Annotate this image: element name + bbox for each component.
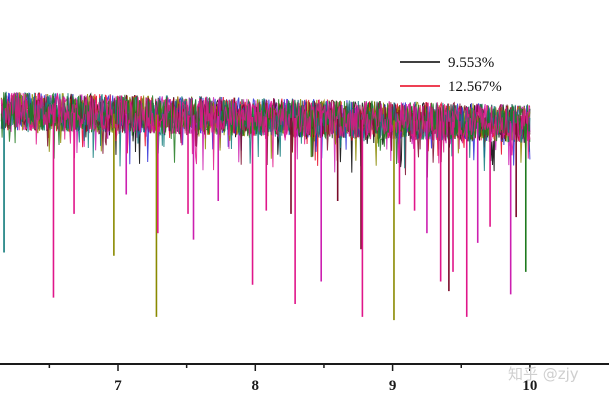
x-tick-label-9: 9 [389,378,397,394]
legend: 9.553% 12.567% [400,55,502,95]
x-axis: 7 8 9 10 [0,363,609,394]
legend-label-2: 12.567% [448,79,502,95]
watermark-text: 知乎 @zjy [508,365,579,383]
x-tick-label-10: 10 [522,378,537,394]
x-tick-label-7: 7 [114,378,122,394]
x-tick-label-8: 8 [252,378,260,394]
plot-series [0,91,531,321]
legend-label-1: 9.553% [448,55,494,71]
x-ticks: 7 8 9 10 [48,364,537,394]
